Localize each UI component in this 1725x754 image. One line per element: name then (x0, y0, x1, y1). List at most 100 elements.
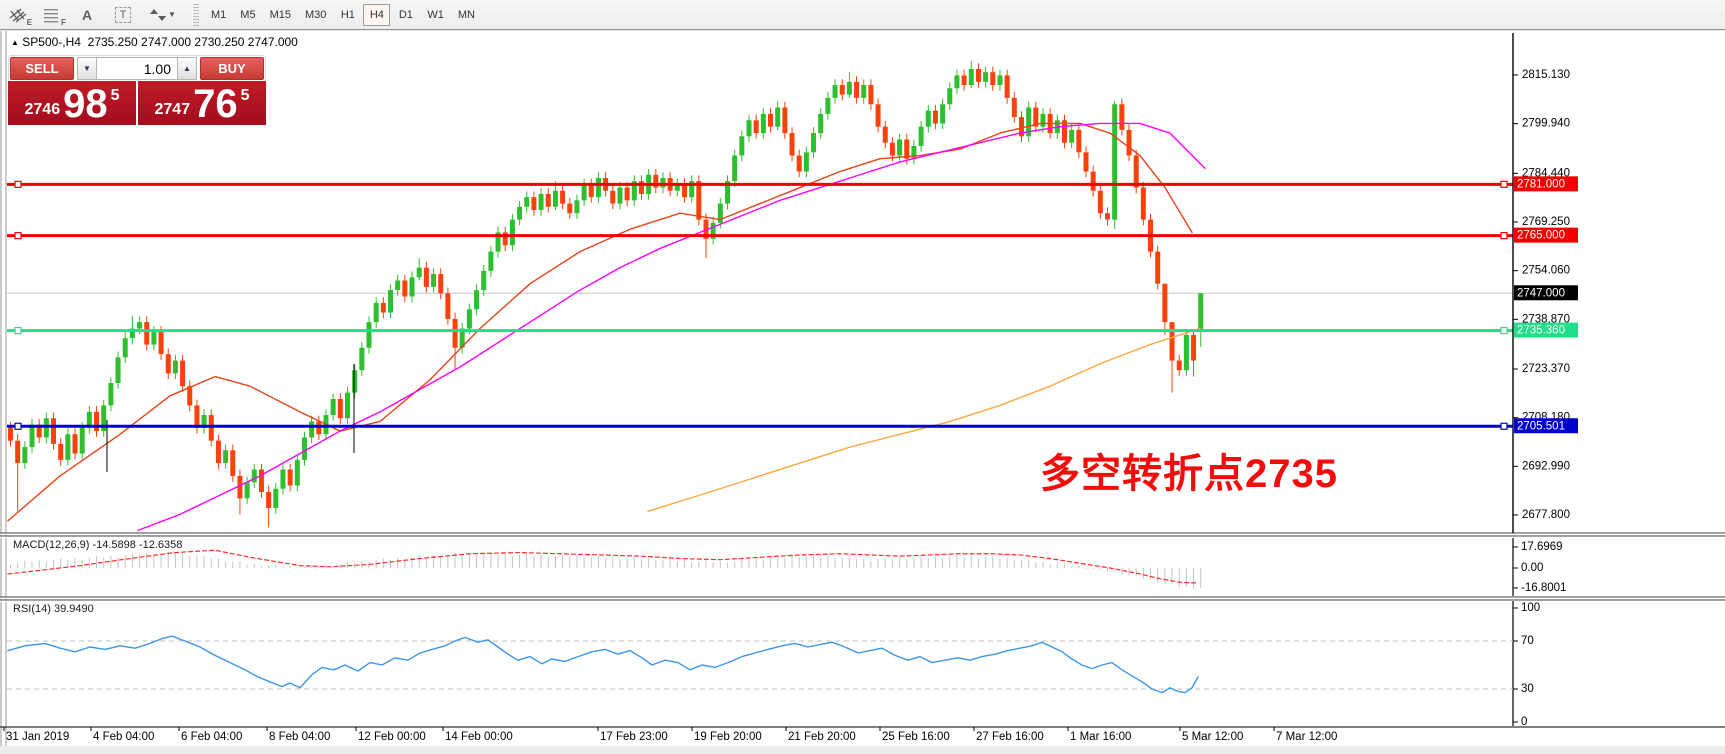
timeframe-button-MN[interactable]: MN (452, 4, 481, 26)
ohlc-values: 2735.250 2747.000 2730.250 2747.000 (87, 35, 298, 49)
price-tick-label: 2754.060 (1522, 265, 1570, 277)
timeframe-button-M1[interactable]: M1 (205, 4, 232, 26)
symbol-label: SP500-,H4 (22, 35, 81, 49)
equidistant-channel-icon[interactable]: E (4, 3, 34, 27)
candle-body (474, 290, 480, 310)
candle-body (1061, 120, 1067, 143)
candle-body (294, 459, 300, 486)
candle-body (997, 75, 1003, 86)
timeframe-button-D1[interactable]: D1 (392, 4, 419, 26)
candle-body (251, 469, 257, 483)
candle-body (1040, 113, 1046, 127)
text-label-glyph: T (114, 6, 132, 23)
chart-window-background (0, 31, 1725, 746)
candle-body (29, 424, 35, 448)
candle-body (201, 415, 207, 428)
macd-level-label: 17.6969 (1521, 541, 1563, 553)
candle-body (940, 104, 946, 124)
volume-decrease-button[interactable]: ▼ (77, 57, 97, 80)
ma-fast-red (7, 122, 1193, 522)
candle-body (280, 469, 286, 489)
candle-body (101, 405, 107, 432)
time-tick-label: 12 Feb 00:00 (358, 731, 426, 743)
candle-body (825, 97, 831, 114)
candle-body (739, 136, 745, 156)
candle-body (237, 475, 243, 499)
candle-body (531, 197, 537, 210)
candle-body (388, 290, 394, 313)
buy-price-big: 76 (193, 82, 238, 126)
chart-ohlc-header: ▲ SP500-,H4 2735.250 2747.000 2730.250 2… (11, 35, 298, 49)
candle-body (954, 75, 960, 89)
candle-body (180, 360, 186, 387)
candle-body (51, 418, 57, 444)
volume-input[interactable] (97, 57, 177, 80)
candle-body (732, 155, 738, 182)
timeframe-button-M15[interactable]: M15 (264, 4, 297, 26)
timeframe-button-M30[interactable]: M30 (299, 4, 332, 26)
candle-body (165, 354, 171, 374)
price-tick-label: 2723.370 (1522, 363, 1570, 375)
candle-body (1090, 171, 1096, 191)
candle-body (818, 113, 824, 134)
candle-body (359, 347, 365, 371)
price-badge-label: 2735.360 (1517, 325, 1565, 337)
price-badge-label: 2765.000 (1517, 230, 1565, 242)
line-handle (14, 326, 22, 335)
candle-body (194, 405, 200, 428)
time-tick-label: 4 Feb 04:00 (93, 731, 154, 743)
timeframe-button-H4[interactable]: H4 (363, 3, 391, 26)
ma-slow-orange (647, 327, 1201, 512)
candle-body (846, 81, 852, 95)
text-label-icon[interactable]: T (106, 3, 140, 27)
candle-body (753, 120, 759, 134)
candle-body (172, 360, 178, 374)
buy-quote-tile[interactable]: 2747 76 5 (138, 81, 266, 125)
time-tick-label: 7 Mar 12:00 (1276, 731, 1337, 743)
candle-body (151, 331, 157, 345)
candle-body (689, 181, 695, 198)
sell-quote-tile[interactable]: 2746 98 5 (8, 81, 136, 125)
candle-body (502, 232, 508, 246)
candle-body (452, 318, 458, 348)
candle-body (610, 190, 616, 204)
candle-body (947, 88, 953, 105)
candle-body (481, 270, 487, 291)
candle-body (638, 181, 644, 194)
candle-body (983, 72, 989, 82)
candle-body (58, 443, 64, 460)
time-tick-label: 17 Feb 23:00 (600, 731, 668, 743)
candle-body (129, 328, 135, 339)
sell-button[interactable]: SELL (10, 57, 74, 80)
candle-body (208, 415, 214, 441)
text-icon[interactable]: A (72, 3, 102, 27)
volume-increase-button[interactable]: ▲ (177, 57, 197, 80)
candle-body (1076, 129, 1082, 153)
candle-body (309, 421, 315, 438)
candle-body (316, 421, 322, 435)
candle-body (1004, 75, 1010, 98)
candle-body (1119, 104, 1125, 130)
buy-button[interactable]: BUY (200, 57, 264, 80)
price-tick-label: 2738.870 (1522, 313, 1570, 325)
timeframe-button-H1[interactable]: H1 (334, 4, 361, 26)
rsi-indicator-label: RSI(14) 39.9490 (13, 603, 94, 615)
buy-price-sup: 5 (240, 87, 250, 104)
candle-body (1105, 213, 1111, 220)
candle-body (961, 75, 967, 86)
timeframe-button-M5[interactable]: M5 (234, 4, 261, 26)
toolbar-grip[interactable] (192, 3, 199, 26)
cycle-arrows-icon[interactable]: ▼ (144, 3, 182, 27)
candle-body (416, 267, 422, 278)
fibonacci-grid-icon[interactable]: F (38, 3, 68, 27)
candle-body (1169, 322, 1175, 361)
dropdown-caret-icon[interactable]: ▼ (168, 10, 176, 19)
candle-body (1133, 155, 1139, 188)
candle-body (395, 280, 401, 291)
icon-subscript: E (26, 17, 32, 27)
timeframe-button-W1[interactable]: W1 (421, 4, 450, 26)
collapse-icon[interactable]: ▲ (11, 38, 19, 47)
price-tick-label: 2692.990 (1522, 460, 1570, 472)
text-icon-glyph: A (81, 6, 93, 23)
